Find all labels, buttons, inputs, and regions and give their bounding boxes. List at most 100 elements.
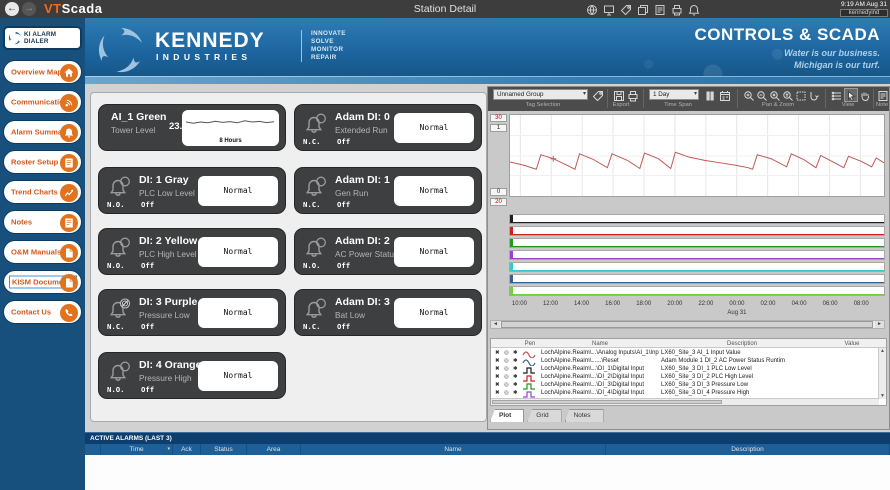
visibility-icon[interactable]: ◎: [504, 374, 509, 380]
alarm-col-name[interactable]: Name: [301, 444, 606, 455]
copy-icon[interactable]: [637, 3, 649, 21]
sidebar-item-communications[interactable]: Communications: [3, 90, 82, 114]
legend-toggle-icon[interactable]: [831, 89, 843, 101]
status-button[interactable]: Normal: [394, 113, 474, 143]
legend-row[interactable]: ✖ ◎ ✱ LochAlpine.Realm\......\Reset Adam Mod…: [491, 357, 879, 366]
status-button[interactable]: Normal: [198, 176, 278, 206]
legend-vertical-scrollbar[interactable]: ▲ ▼: [878, 348, 886, 399]
tab-grid[interactable]: Grid: [527, 409, 562, 422]
tab-plot[interactable]: Plot: [490, 409, 525, 422]
sidebar-item-roster-setup[interactable]: Roster Setup: [3, 150, 82, 174]
digital-trace-lanes: [509, 214, 885, 298]
delete-pen-icon[interactable]: ✖: [495, 374, 500, 380]
time-span-select[interactable]: 1 Day ▾: [649, 89, 699, 100]
pen-settings-icon[interactable]: ✱: [513, 374, 518, 380]
pen-settings-icon[interactable]: ✱: [513, 366, 518, 372]
forward-button[interactable]: →: [22, 2, 36, 16]
sparkline-label: 8 Hours: [219, 138, 242, 144]
tag-icon[interactable]: [592, 89, 604, 102]
options-icon[interactable]: [586, 3, 598, 21]
status-button[interactable]: Normal: [198, 298, 278, 328]
alarm-col-ack[interactable]: Ack: [173, 444, 201, 455]
pen-settings-icon[interactable]: ✱: [513, 382, 518, 388]
legend-row[interactable]: ✖ ◎ ✱ LochAlpine.Realm\...\DI_4\Digital Inp…: [491, 389, 879, 398]
scrollbar-thumb[interactable]: [501, 321, 873, 328]
status-button[interactable]: Normal: [394, 237, 474, 267]
alarm-tile-di-1-gray[interactable]: DI: 1 Gray PLC Low Level N.O. Off Normal: [98, 167, 286, 214]
alarm-tile-adam-di-1[interactable]: Adam DI: 1 Gen Run N.C. Off Normal: [294, 167, 482, 214]
visibility-icon[interactable]: ◎: [504, 390, 509, 396]
sidebar-item-kism-documents[interactable]: KISM Documents: [3, 270, 82, 294]
lane-pen-marker: [510, 263, 513, 271]
status-button[interactable]: Normal: [198, 237, 278, 267]
delete-pen-icon[interactable]: ✖: [495, 350, 500, 356]
visibility-icon[interactable]: ◎: [504, 382, 509, 388]
calendar-icon[interactable]: [719, 89, 731, 101]
back-button[interactable]: ←: [5, 2, 19, 16]
tag-group-select[interactable]: Unnamed Group ▾: [493, 89, 588, 100]
logged-in-user[interactable]: kennedyind: [840, 9, 888, 17]
alarm-col-status[interactable]: Status: [201, 444, 247, 455]
status-button[interactable]: Normal: [394, 298, 474, 328]
save-icon[interactable]: [613, 89, 625, 101]
alarm-tile-ai-1-green[interactable]: AI_1 Green Tower Level 23.8 Ft 8 Hours: [98, 104, 286, 151]
delete-pen-icon[interactable]: ✖: [495, 382, 500, 388]
alarm-tile-adam-di-3[interactable]: Adam DI: 3 Bat Low N.C. Off Normal: [294, 289, 482, 336]
bell-icon: [301, 235, 329, 263]
pen-settings-icon[interactable]: ✱: [513, 390, 518, 396]
delete-pen-icon[interactable]: ✖: [495, 390, 500, 396]
scroll-left-icon[interactable]: ◄: [491, 321, 500, 328]
zoom-in-icon[interactable]: [743, 89, 755, 101]
legend-col-description: Description: [726, 340, 758, 347]
legend-row[interactable]: ✖ ◎ ✱ LochAlpine.Realm\...\Analog Inputs\AI…: [491, 349, 879, 358]
visibility-icon[interactable]: ◎: [504, 350, 509, 356]
legend-horizontal-scrollbar[interactable]: [491, 398, 879, 405]
tag-icon[interactable]: [620, 3, 632, 21]
sidebar-item-alarm-summary[interactable]: Alarm Summary: [3, 120, 82, 144]
legend-row[interactable]: ✖ ◎ ✱ LochAlpine.Realm\...\DI_3\Digital Inp…: [491, 381, 879, 390]
sidebar-item-contact-us[interactable]: Contact Us: [3, 300, 82, 324]
printer-icon[interactable]: [627, 89, 639, 102]
alarm-tile-adam-di-2[interactable]: Adam DI: 2 AC Power Status N.O. Off Normal: [294, 228, 482, 275]
pen-settings-icon[interactable]: ✱: [513, 350, 518, 356]
pause-icon[interactable]: [704, 89, 716, 101]
alarm-tile-di-2-yellow[interactable]: DI: 2 Yellow PLC High Level N.O. Off Normal: [98, 228, 286, 275]
alarm-col-area[interactable]: Area: [247, 444, 301, 455]
report-icon[interactable]: [654, 3, 666, 21]
visibility-icon[interactable]: ◎: [504, 358, 509, 364]
alarm-col-description[interactable]: Description: [606, 444, 890, 455]
zoom-x-icon[interactable]: [769, 89, 781, 101]
hand-icon[interactable]: [859, 89, 871, 102]
status-button[interactable]: Normal: [198, 361, 278, 391]
trend-plot[interactable]: [509, 114, 885, 197]
bell-icon[interactable]: [688, 3, 700, 21]
pointer-mode-icon[interactable]: [844, 88, 858, 102]
status-button[interactable]: Normal: [394, 176, 474, 206]
scroll-right-icon[interactable]: ►: [875, 321, 884, 328]
delete-pen-icon[interactable]: ✖: [495, 366, 500, 372]
zoom-reset-icon[interactable]: [808, 89, 820, 101]
legend-row[interactable]: ✖ ◎ ✱ LochAlpine.Realm\...\DI_2\Digital Inp…: [491, 373, 879, 382]
alarm-tile-adam-di-0[interactable]: Adam DI: 0 Extended Run N.C. Off Normal: [294, 104, 482, 151]
sort-caret-icon[interactable]: ▾: [167, 446, 170, 452]
display-icon[interactable]: [603, 3, 615, 21]
sidebar-item-o-m-manuals[interactable]: O&M Manuals: [3, 240, 82, 264]
alarm-col-time[interactable]: Time ▾: [101, 444, 173, 455]
legend-row[interactable]: ✖ ◎ ✱ LochAlpine.Realm\...\DI_1\Digital Inp…: [491, 365, 879, 374]
zoom-out-icon[interactable]: [756, 89, 768, 101]
visibility-icon[interactable]: ◎: [504, 366, 509, 372]
sidebar-item-trend-charts[interactable]: Trend Charts: [3, 180, 82, 204]
zoom-box-icon[interactable]: [795, 89, 807, 101]
zoom-y-icon[interactable]: [782, 89, 794, 101]
note-icon[interactable]: [877, 89, 889, 101]
printer-icon[interactable]: [671, 3, 683, 21]
tab-notes[interactable]: Notes: [564, 409, 604, 422]
pen-settings-icon[interactable]: ✱: [513, 358, 518, 364]
alarm-tile-di-3-purple[interactable]: DI: 3 Purple Pressure Low N.C. Off Normal: [98, 289, 286, 336]
sidebar-item-notes[interactable]: Notes: [3, 210, 82, 234]
plot-scrollbar[interactable]: ◄ ►: [490, 320, 885, 329]
alarm-tile-di-4-orange[interactable]: DI: 4 Orange Pressure High N.O. Off Normal: [98, 352, 286, 399]
delete-pen-icon[interactable]: ✖: [495, 358, 500, 364]
sidebar-item-overview-map[interactable]: Overview Map: [3, 60, 82, 84]
sparkline-box[interactable]: 8 Hours: [182, 110, 279, 146]
